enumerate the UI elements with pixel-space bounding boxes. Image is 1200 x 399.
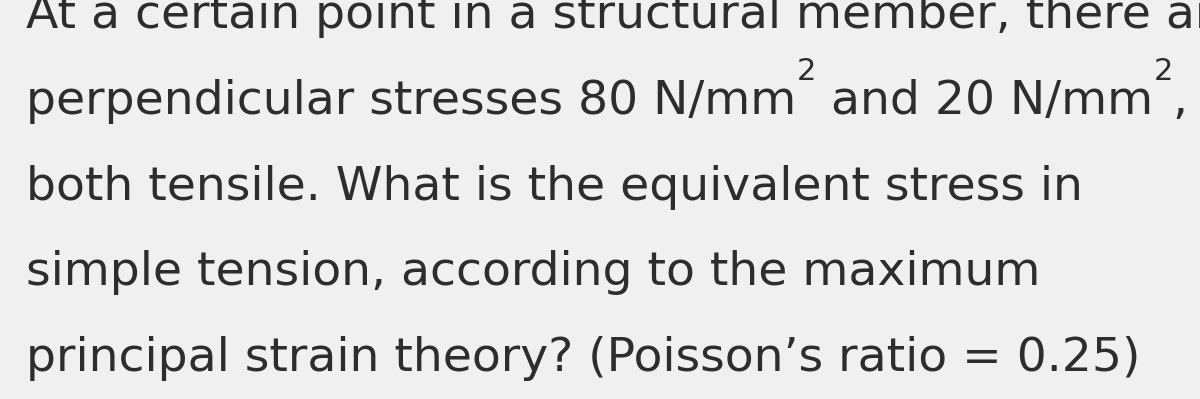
Text: both tensile. What is the equivalent stress in: both tensile. What is the equivalent str… [26,164,1084,209]
Text: principal strain theory? (Poisson’s ratio = 0.25): principal strain theory? (Poisson’s rati… [26,336,1141,381]
Text: and 20 N/mm: and 20 N/mm [816,79,1153,124]
Text: At a certain point in a structural member, there are: At a certain point in a structural membe… [26,0,1200,38]
Text: ,: , [1172,79,1188,124]
Text: 2: 2 [797,57,816,86]
Text: simple tension, according to the maximum: simple tension, according to the maximum [26,250,1040,295]
Text: 2: 2 [1153,57,1172,86]
Text: perpendicular stresses 80 N/mm: perpendicular stresses 80 N/mm [26,79,797,124]
